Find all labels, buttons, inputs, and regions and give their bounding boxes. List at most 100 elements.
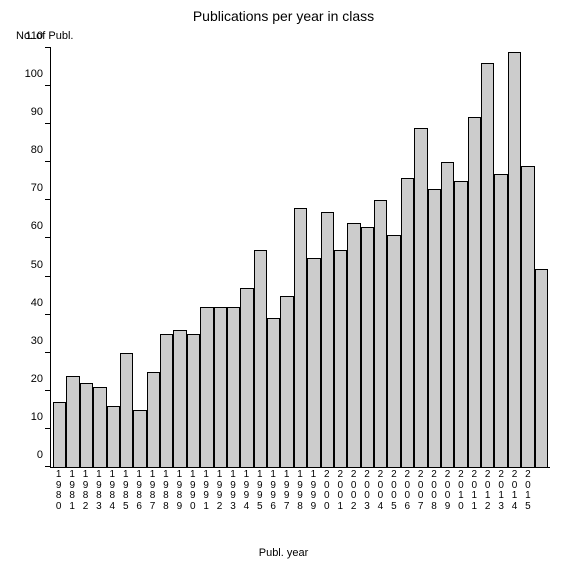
bar-slot <box>414 48 427 467</box>
bar <box>401 178 414 467</box>
y-tick-label: 80 <box>31 144 43 156</box>
bar <box>173 330 186 467</box>
bar-slot <box>374 48 387 467</box>
x-tick-label: 1999 <box>307 470 320 512</box>
bar <box>307 258 320 468</box>
bar-slot <box>214 48 227 467</box>
y-tick-label: 70 <box>31 182 43 194</box>
bar <box>240 288 253 467</box>
chart-container: Publications per year in class No. of Pu… <box>0 0 567 567</box>
bar <box>200 307 213 467</box>
bar <box>133 410 146 467</box>
y-tick-label: 20 <box>31 373 43 385</box>
x-axis-label: Publ. year <box>0 547 567 559</box>
bar <box>294 208 307 467</box>
bar-slot <box>307 48 320 467</box>
bar <box>361 227 374 467</box>
x-tick-label: 2003 <box>360 470 373 512</box>
x-tick-label: 2004 <box>374 470 387 512</box>
x-tick-label: 1980 <box>52 470 65 512</box>
bar-slot <box>494 48 507 467</box>
bar <box>214 307 227 467</box>
x-tick-label: 2015 <box>521 470 534 512</box>
y-tick-label: 0 <box>37 449 43 461</box>
bar-slot <box>200 48 213 467</box>
bar <box>267 318 280 467</box>
bar <box>521 166 534 467</box>
x-tick-label: 1993 <box>226 470 239 512</box>
bars-group <box>51 48 550 467</box>
x-tick-label: 1997 <box>280 470 293 512</box>
bar <box>535 269 548 467</box>
bar-slot <box>387 48 400 467</box>
bar <box>280 296 293 467</box>
y-tick-label: 50 <box>31 259 43 271</box>
x-tick-label: 2009 <box>441 470 454 512</box>
bar <box>80 383 93 467</box>
bar <box>334 250 347 467</box>
y-tick-label: 110 <box>25 30 43 42</box>
bar-slot <box>347 48 360 467</box>
bar-slot <box>120 48 133 467</box>
bar <box>347 223 360 467</box>
bar-slot <box>147 48 160 467</box>
x-tick-label: 2012 <box>481 470 494 512</box>
bar <box>254 250 267 467</box>
y-tick-label: 10 <box>31 411 43 423</box>
bar <box>387 235 400 467</box>
y-tick-label: 60 <box>31 220 43 232</box>
y-tick-label: 40 <box>31 297 43 309</box>
x-tick-label: 1992 <box>213 470 226 512</box>
x-tick-label: 1986 <box>132 470 145 512</box>
bar <box>428 189 441 467</box>
bar-slot <box>173 48 186 467</box>
bar-slot <box>254 48 267 467</box>
bar-slot <box>66 48 79 467</box>
bar <box>494 174 507 467</box>
x-tick-label: 1988 <box>159 470 172 512</box>
x-tick-label: 1981 <box>65 470 78 512</box>
bar-slot <box>535 48 548 467</box>
x-tick-label: 2005 <box>387 470 400 512</box>
bar <box>374 200 387 467</box>
bar <box>160 334 173 467</box>
bar-slot <box>521 48 534 467</box>
bar <box>468 117 481 467</box>
bar-slot <box>454 48 467 467</box>
bar-slot <box>401 48 414 467</box>
bar <box>321 212 334 467</box>
x-tick-label: 1990 <box>186 470 199 512</box>
x-tick-label: 1998 <box>293 470 306 512</box>
bar <box>53 402 66 467</box>
bar-slot <box>107 48 120 467</box>
plot-area: 0102030405060708090100110 <box>50 48 550 468</box>
x-tick-label: 1983 <box>92 470 105 512</box>
bar-slot <box>133 48 146 467</box>
bar-slot <box>267 48 280 467</box>
bar <box>441 162 454 467</box>
bar <box>66 376 79 467</box>
x-tick-label: 2007 <box>414 470 427 512</box>
bar-slot <box>428 48 441 467</box>
x-tick-label: 1982 <box>79 470 92 512</box>
bar-slot <box>240 48 253 467</box>
bar-slot <box>80 48 93 467</box>
bar-slot <box>361 48 374 467</box>
bar-slot <box>160 48 173 467</box>
bar <box>93 387 106 467</box>
x-tick-label <box>535 470 548 512</box>
x-tick-label: 2000 <box>320 470 333 512</box>
x-tick-label: 1985 <box>119 470 132 512</box>
y-tick-label: 100 <box>25 68 43 80</box>
x-tick-label: 1995 <box>253 470 266 512</box>
bar-slot <box>321 48 334 467</box>
bar <box>147 372 160 467</box>
x-tick-label: 2010 <box>454 470 467 512</box>
bar-slot <box>334 48 347 467</box>
x-tick-label: 1987 <box>146 470 159 512</box>
x-tick-labels: 1980198119821983198419851986198719881989… <box>50 470 550 512</box>
x-tick-label: 1994 <box>240 470 253 512</box>
y-tick-label: 90 <box>31 106 43 118</box>
bar-slot <box>508 48 521 467</box>
bar <box>454 181 467 467</box>
